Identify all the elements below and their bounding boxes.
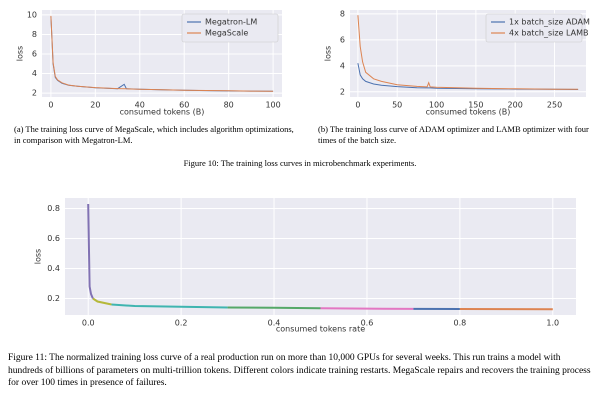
- y-tick-label: 2: [340, 87, 345, 96]
- x-tick-label: 0.2: [175, 319, 188, 328]
- subcaption-b: (b) The training loss curve of ADAM opti…: [318, 124, 589, 145]
- x-axis-label: consumed tokens (B): [120, 108, 205, 117]
- y-tick-label: 2: [32, 89, 37, 98]
- x-tick-label: 200: [508, 101, 523, 110]
- y-tick-label: 0.2: [47, 294, 60, 303]
- loss-line: [320, 307, 414, 310]
- y-tick-label: 8: [32, 30, 37, 39]
- x-tick-label: 1.0: [546, 319, 559, 328]
- loss-line: [227, 306, 321, 310]
- figure-caption: Figure 10: The training loss curves in m…: [183, 158, 417, 168]
- x-tick-label: 100: [265, 101, 280, 110]
- x-tick-label: 150: [468, 101, 483, 110]
- legend-label: 1x batch_size ADAM: [509, 18, 590, 27]
- x-tick-label: 0.8: [453, 319, 466, 328]
- x-tick-label: 40: [135, 101, 145, 110]
- y-tick-label: 4: [32, 69, 37, 78]
- y-axis-label: loss: [34, 249, 43, 264]
- figure-caption: Figure 11: The normalized training loss …: [8, 353, 591, 388]
- legend-box: [485, 13, 583, 43]
- loss-line: [87, 203, 94, 299]
- legend-label: 4x batch_size LAMB: [509, 29, 589, 38]
- y-tick-label: 10: [27, 10, 37, 19]
- x-tick-label: 0.0: [82, 319, 95, 328]
- x-tick-label: 100: [429, 101, 444, 110]
- legend-label: Megatron-LM: [205, 18, 257, 27]
- y-tick-label: 6: [32, 49, 37, 58]
- x-tick-label: 0.4: [268, 319, 281, 328]
- y-axis-label: loss: [16, 46, 25, 61]
- x-tick-label: 20: [90, 101, 100, 110]
- y-axis-label: loss: [324, 46, 333, 61]
- loss-line: [357, 15, 579, 90]
- x-tick-label: 250: [547, 101, 562, 110]
- x-tick-label: 80: [224, 101, 234, 110]
- x-tick-label: 0: [355, 101, 360, 110]
- legend-label: MegaScale: [205, 29, 248, 38]
- x-axis-label: consumed tokens (B): [426, 108, 511, 117]
- subcaption-a: (a) The training loss curve of MegaScale…: [14, 124, 294, 145]
- loss-line: [111, 303, 228, 309]
- loss-line: [92, 297, 112, 306]
- x-axis-label: consumed tokens rate: [276, 325, 365, 334]
- y-tick-label: 0.6: [47, 234, 60, 243]
- plot-area: [65, 198, 576, 315]
- y-tick-label: 0.8: [47, 204, 60, 213]
- y-tick-label: 4: [340, 61, 345, 70]
- x-tick-label: 0.6: [361, 319, 374, 328]
- x-tick-label: 60: [179, 101, 189, 110]
- x-tick-label: 0: [48, 101, 53, 110]
- y-tick-label: 8: [340, 9, 345, 18]
- x-tick-label: 50: [392, 101, 402, 110]
- y-tick-label: 6: [340, 35, 345, 44]
- y-tick-label: 0.4: [47, 264, 60, 273]
- legend-box: [181, 13, 279, 43]
- loss-line: [50, 15, 274, 92]
